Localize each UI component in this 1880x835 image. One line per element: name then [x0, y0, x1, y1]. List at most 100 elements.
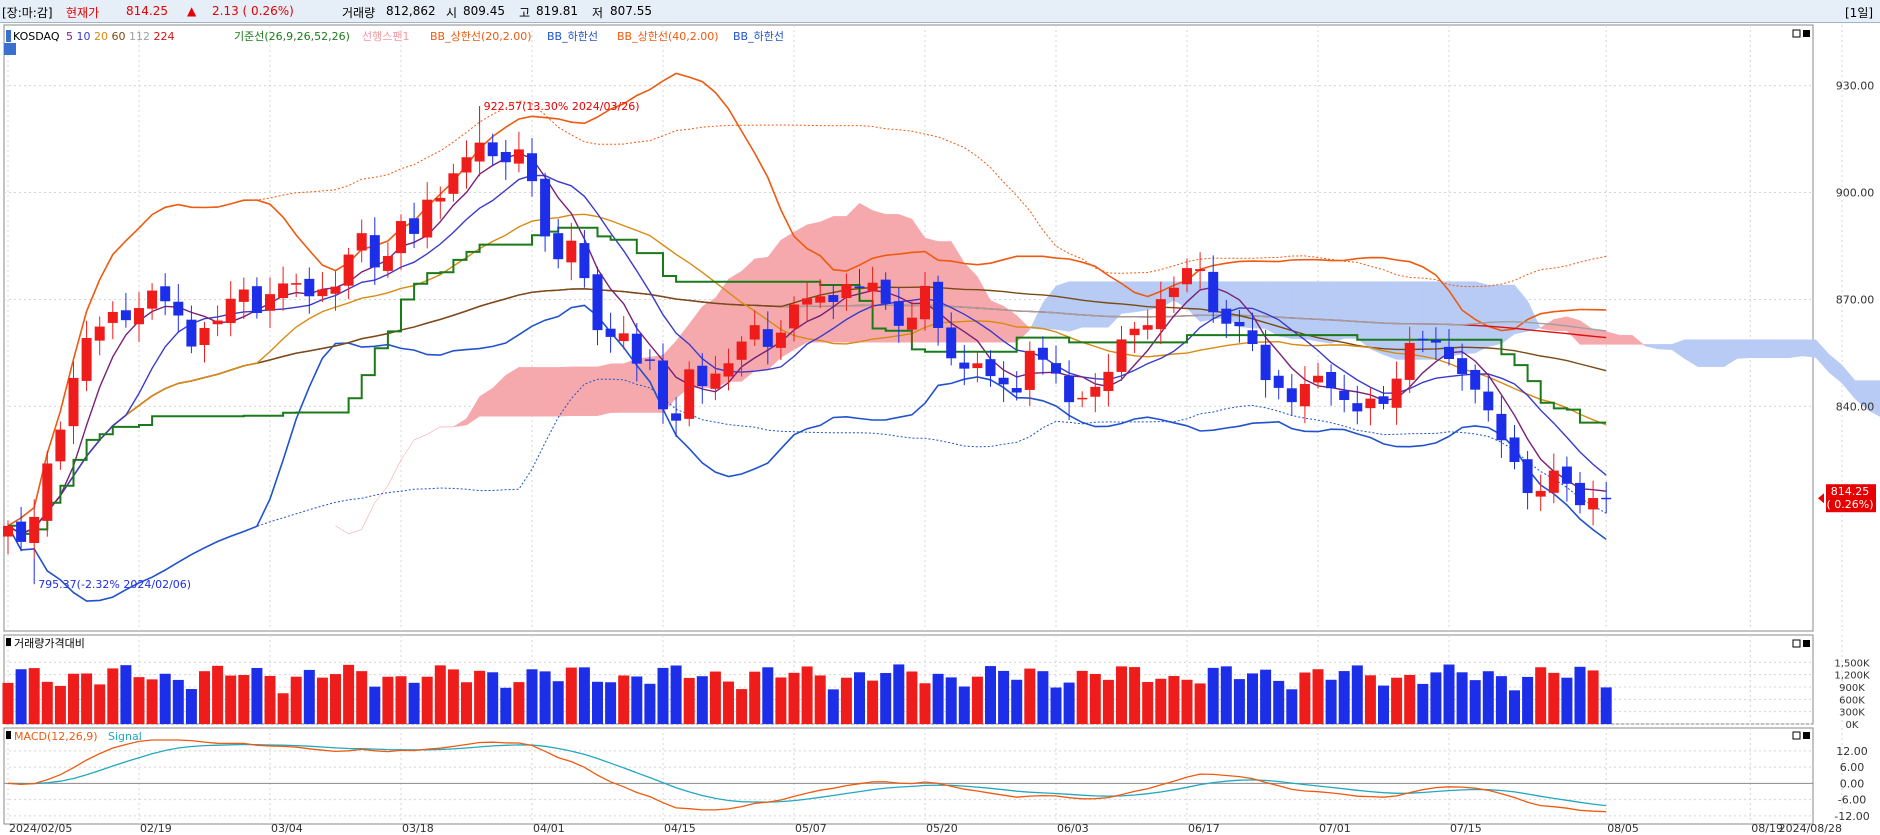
candle-body	[1326, 371, 1337, 389]
volume-bar	[683, 677, 695, 724]
volume-label: 거래량	[342, 6, 376, 20]
cloud-segment	[1134, 281, 1148, 313]
volume-bar	[1430, 672, 1442, 724]
candle-body	[1208, 271, 1219, 313]
volume-bar	[749, 671, 761, 724]
volume-bar	[1260, 669, 1272, 724]
high-label: 고	[519, 6, 531, 20]
volume-bar	[15, 669, 27, 724]
volume-bar	[906, 671, 918, 724]
volume-bar	[539, 671, 551, 724]
cloud-segment	[1474, 281, 1489, 354]
stock-chart: 930.00 900.00 870.00 840.00 1,500K 1,200K900K…	[2, 24, 1880, 835]
candle-body	[29, 516, 40, 543]
close-icon[interactable]	[1803, 30, 1810, 37]
candle-body	[762, 329, 773, 347]
candle-body	[1575, 482, 1585, 506]
candle-body	[527, 153, 537, 182]
candle-body	[291, 283, 302, 285]
low-label: 저	[592, 6, 604, 20]
axes: 930.00 900.00 870.00 840.00 1,500K 1,200K900K…	[9, 80, 1874, 835]
volume-bar	[592, 681, 603, 724]
cloud-segment	[544, 367, 559, 417]
macd-lines	[7, 739, 1607, 813]
volume-bar	[513, 682, 525, 724]
volume-close-icon[interactable]	[1803, 640, 1810, 647]
legend-ichimoku: 기준선(26,9,26,52,26)	[234, 30, 350, 43]
candle-body	[1168, 287, 1179, 298]
volume-bar	[578, 667, 590, 724]
candle-body	[238, 289, 249, 302]
volume-bar	[1456, 672, 1468, 724]
candle-body	[1601, 497, 1612, 500]
signal-line	[7, 743, 1607, 807]
chart-settings-icon[interactable]	[4, 43, 16, 55]
candle-body	[998, 377, 1009, 385]
volume-bar	[971, 676, 983, 724]
volume-bar	[474, 670, 486, 724]
date-tick-label: 04/01	[533, 822, 565, 835]
period-selector[interactable]: [1일]	[1845, 6, 1874, 20]
restore-icon[interactable]	[1792, 29, 1801, 38]
candle-body	[1548, 470, 1559, 493]
volume-bar	[1181, 679, 1193, 724]
cloud-segment	[1789, 339, 1803, 359]
up-arrow-icon: ▲	[187, 4, 197, 18]
low-annotation: 795.37(-2.32% 2024/02/06)	[38, 578, 191, 591]
cloud-segment	[767, 239, 782, 371]
volume-bar	[867, 680, 879, 724]
date-tick-label: 2024/08/28	[1779, 822, 1842, 835]
macd-panel	[3, 727, 1814, 825]
legend-symbol: KOSDAQ	[13, 30, 60, 43]
candles	[3, 126, 1612, 559]
volume-bar	[762, 667, 774, 724]
volume-restore-icon[interactable]	[1792, 639, 1801, 648]
cloud-segment	[636, 356, 651, 413]
candle-body	[1365, 398, 1376, 409]
cloud-segment	[1055, 281, 1070, 332]
volume-bar	[880, 673, 892, 724]
volume-bar	[1404, 674, 1416, 724]
volume-bar	[552, 681, 564, 724]
legend-bb20-upper: BB_상한선(20,2.00)	[430, 30, 532, 43]
volume-bar	[1561, 677, 1573, 724]
volume-bar	[1142, 682, 1154, 724]
volume-bar	[356, 671, 368, 724]
volume-bar	[827, 689, 839, 724]
cloud-segment	[1553, 316, 1568, 331]
candle-body	[1522, 459, 1533, 494]
date-tick-label: 2024/02/05	[9, 822, 72, 835]
candle-body	[173, 301, 184, 316]
price-tick-label: 870.00	[1836, 293, 1875, 306]
volume-bar	[1273, 680, 1285, 724]
high-value: 819.81	[536, 4, 578, 18]
candle-body	[658, 360, 668, 410]
cloud-segment	[1304, 281, 1319, 342]
candle-body	[1535, 490, 1546, 497]
cloud-segment	[1501, 284, 1515, 345]
candle-body	[1195, 269, 1206, 272]
volume-bar	[68, 673, 79, 724]
cloud-segment	[859, 202, 873, 343]
macd-close-icon[interactable]	[1803, 732, 1810, 739]
volume-bar	[1102, 679, 1114, 724]
legend-toggle-icon[interactable]	[6, 30, 11, 42]
candle-body	[1051, 363, 1061, 374]
macd-line	[7, 739, 1607, 813]
candle-body	[592, 274, 603, 331]
volume-bar	[264, 675, 276, 724]
candle-body	[605, 328, 616, 337]
candle-body	[985, 359, 996, 377]
volume-tick-label: 600K	[1839, 695, 1865, 706]
volume-bar	[395, 676, 407, 724]
volume-bar	[565, 667, 577, 724]
volume-tick-label: 1,200K	[1834, 671, 1870, 682]
cloud-segment	[1422, 281, 1437, 360]
cloud-segment	[1828, 353, 1843, 384]
volume-bar	[1469, 680, 1481, 724]
cloud-segment	[531, 367, 546, 417]
candle-body	[1391, 378, 1402, 408]
volume-bar	[958, 686, 970, 724]
candle-body	[461, 157, 472, 173]
macd-restore-icon[interactable]	[1792, 731, 1801, 740]
